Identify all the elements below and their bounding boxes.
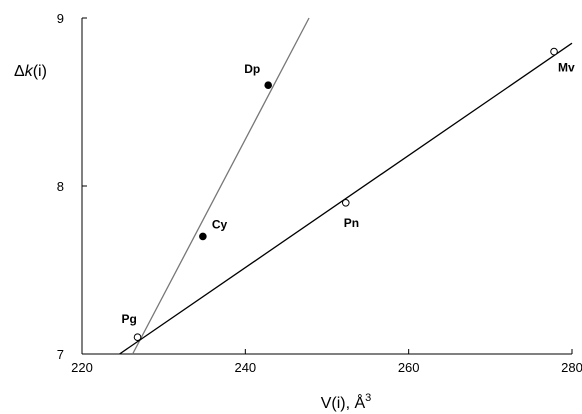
x-axis-ticks: 220 240 260 280	[71, 349, 582, 375]
x-axis-title: V(i), Å3	[321, 392, 372, 412]
y-tick-label: 7	[57, 347, 64, 362]
data-label-dp: Dp	[244, 62, 260, 76]
data-points: Dp Cy Mv Pn Pg	[122, 47, 575, 342]
x-tick-label: 260	[398, 360, 420, 375]
y-tick-label: 8	[57, 179, 64, 194]
data-point-mv	[550, 47, 558, 56]
data-point-cy	[199, 232, 207, 241]
data-label-cy: Cy	[212, 217, 228, 231]
data-label-pn: Pn	[344, 216, 359, 230]
y-axis-ticks: 7 8 9	[57, 11, 87, 362]
data-point-pn	[341, 199, 350, 207]
y-tick-label: 9	[57, 11, 64, 26]
data-label-pg: Pg	[122, 312, 137, 326]
x-axis-title-superscript: 3	[365, 392, 371, 404]
data-point-pg	[133, 333, 142, 342]
x-tick-label: 240	[234, 360, 256, 375]
x-tick-label: 280	[561, 360, 582, 375]
fit-line-2	[119, 42, 573, 355]
data-label-mv: Mv	[558, 61, 575, 75]
fit-line-1	[132, 17, 310, 355]
fit-lines	[119, 17, 573, 355]
data-point-dp	[264, 81, 273, 89]
y-axis-title: Δk(i)	[14, 63, 47, 80]
plot-area	[81, 18, 572, 355]
x-tick-label: 220	[71, 360, 93, 375]
